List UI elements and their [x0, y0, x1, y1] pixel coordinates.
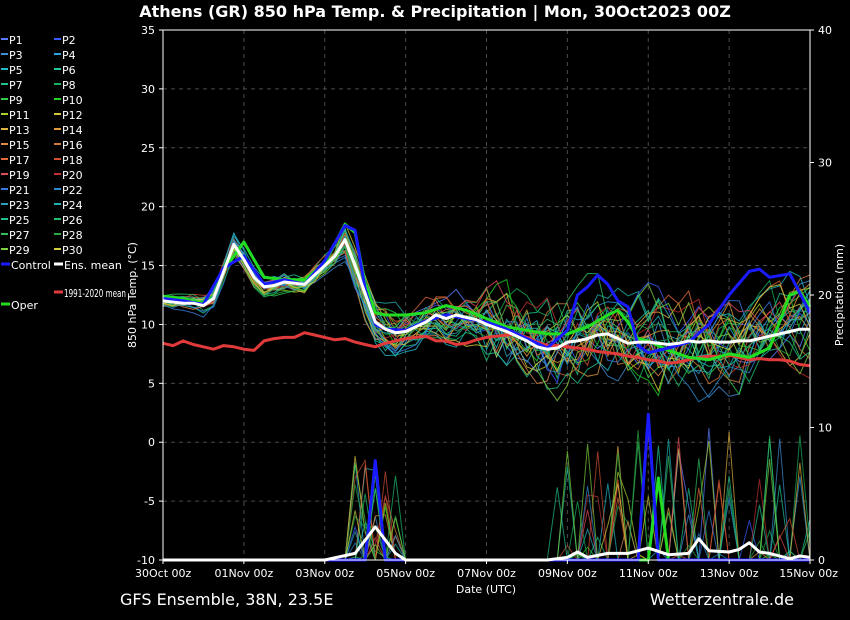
- x-tick-label: 11Nov 00z: [619, 567, 678, 580]
- x-axis-ticks: 30Oct 00z 01Nov 00z 03Nov 00z 05Nov 00z 07No…: [135, 560, 838, 580]
- legend-label: P7: [9, 79, 23, 92]
- x-tick-label: 30Oct 00z: [135, 567, 192, 580]
- y2-tick-label: 20: [818, 289, 832, 302]
- x-tick-label: 09Nov 00z: [538, 567, 597, 580]
- y-tick-label: 0: [148, 436, 155, 449]
- y2-tick-label: 40: [818, 24, 832, 37]
- legend-label: P2: [62, 34, 76, 47]
- legend-label: P8: [62, 79, 76, 92]
- legend-label: P25: [9, 214, 30, 227]
- legend-label: Oper: [11, 299, 38, 312]
- legend-label: P10: [62, 94, 83, 107]
- footer-site: Wetterzentrale.de: [650, 590, 794, 609]
- legend-label: P18: [62, 154, 83, 167]
- legend-label: P24: [62, 199, 83, 212]
- precip-series-ens-mean: [163, 525, 811, 562]
- legend-label: P16: [62, 139, 83, 152]
- legend-label: P9: [9, 94, 23, 107]
- legend-label: P30: [62, 244, 83, 257]
- y-tick-label: 30: [141, 83, 155, 96]
- perturbation-temp-line: [162, 221, 811, 392]
- legend-label: Ens. mean: [64, 259, 122, 272]
- legend-label: P20: [62, 169, 83, 182]
- perturbation-temp-line: [162, 228, 811, 369]
- legend-label: P23: [9, 199, 30, 212]
- temp-series-ens-mean: [162, 238, 810, 351]
- legend: P1 P2 P3 P4 P5 P6 P7 P8 P9 P10 P11 P12 P13 P14 P15 P16 P…: [1, 34, 126, 312]
- y-tick-label: 20: [141, 201, 155, 214]
- temp-series-1991-2020-mean: [162, 331, 811, 368]
- left-axis-ticks: -10 -5 0 5 10 15 20 25 30 35: [137, 24, 163, 567]
- y2-tick-label: 0: [818, 554, 825, 567]
- legend-label: P3: [9, 49, 23, 62]
- chart-title: Athens (GR) 850 hPa Temp. & Precipitatio…: [139, 2, 731, 22]
- y-tick-label: -5: [144, 495, 155, 508]
- y2-tick-label: 30: [818, 157, 832, 170]
- legend-label: P12: [62, 109, 83, 122]
- legend-label: P22: [62, 184, 83, 197]
- x-tick-label: 03Nov 00z: [295, 567, 354, 580]
- y-axis-label: 850 hPa Temp. (°C): [126, 242, 139, 348]
- legend-label: P27: [9, 229, 30, 242]
- perturbation-temp-line: [162, 245, 811, 388]
- legend-label: Control: [11, 259, 51, 272]
- y-tick-label: 5: [148, 377, 155, 390]
- y-tick-label: -10: [137, 554, 155, 567]
- footer-model-info: GFS Ensemble, 38N, 23.5E: [120, 590, 333, 609]
- right-axis-ticks: 0 10 20 30 40: [810, 24, 832, 567]
- legend-label: P15: [9, 139, 30, 152]
- legend-label: P21: [9, 184, 30, 197]
- y2-tick-label: 10: [818, 422, 832, 435]
- y2-axis-label: Precipitation (mm): [833, 244, 846, 346]
- x-tick-label: 07Nov 00z: [457, 567, 516, 580]
- legend-label: P11: [9, 109, 30, 122]
- y-tick-label: 15: [141, 260, 155, 273]
- x-tick-label: 01Nov 00z: [215, 567, 274, 580]
- legend-label: P26: [62, 214, 83, 227]
- legend-label: P29: [9, 244, 30, 257]
- legend-label: 1991-2020 mean: [64, 287, 126, 300]
- x-tick-label: 15Nov 00z: [779, 567, 838, 580]
- legend-label: P6: [62, 64, 76, 77]
- x-tick-label: 13Nov 00z: [700, 567, 759, 580]
- legend-label: P19: [9, 169, 30, 182]
- y-tick-label: 25: [141, 142, 155, 155]
- y-tick-label: 35: [141, 24, 155, 37]
- y-tick-label: 10: [141, 318, 155, 331]
- x-axis-label: Date (UTC): [456, 583, 516, 596]
- legend-label: P28: [62, 229, 83, 242]
- legend-label: P1: [9, 34, 23, 47]
- legend-label: P4: [62, 49, 76, 62]
- legend-label: P14: [62, 124, 83, 137]
- legend-label: P17: [9, 154, 30, 167]
- x-tick-label: 05Nov 00z: [376, 567, 435, 580]
- legend-label: P13: [9, 124, 30, 137]
- legend-label: P5: [9, 64, 23, 77]
